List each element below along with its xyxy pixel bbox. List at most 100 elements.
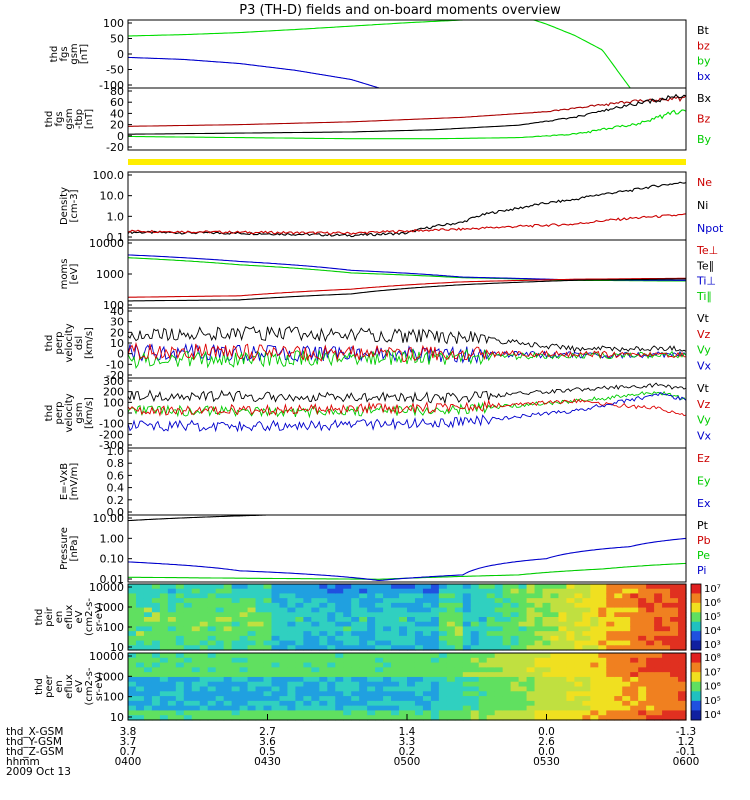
spectrogram-cell [662, 657, 671, 664]
spectrogram-cell [199, 621, 209, 628]
spectrogram-cell [670, 626, 679, 632]
spectrogram-cell [343, 662, 352, 668]
spectrogram-cell [438, 588, 448, 595]
spectrogram-cell [646, 635, 655, 642]
spectrogram-cell [430, 612, 440, 618]
spectrogram-cell [534, 584, 544, 590]
spectrogram-cell [407, 672, 416, 678]
spectrogram-cell [343, 621, 352, 628]
spectrogram-cell [494, 691, 504, 697]
spectrogram-cell [494, 602, 504, 609]
spectrogram-cell [590, 662, 599, 668]
spectrogram-cell [414, 612, 424, 618]
spectrogram-cell [430, 676, 440, 683]
spectrogram-cell [375, 672, 384, 678]
spectrogram-cell [151, 667, 161, 673]
spectrogram-cell [486, 681, 496, 688]
spectrogram-cell [614, 705, 623, 712]
spectrogram-cell [199, 640, 209, 646]
spectrogram-cell [367, 672, 376, 678]
spectrogram-cell [271, 645, 281, 651]
spectrogram-cell [383, 705, 392, 712]
spectrogram-cell [207, 686, 217, 692]
spectrogram-cell [630, 681, 639, 688]
spectrogram-cell [191, 662, 201, 668]
legend-by: by [697, 55, 711, 68]
spectrogram-cell [430, 631, 440, 637]
spectrogram-cell [662, 676, 671, 683]
spectrogram-cell [167, 710, 177, 716]
spectrogram-cell [438, 584, 448, 590]
spectrogram-cell [422, 617, 432, 623]
spectrogram-cell [135, 686, 145, 692]
y-tick-label: 1000 [96, 601, 124, 614]
spectrogram-cell [574, 593, 583, 599]
y-tick-label: 100 [103, 17, 124, 30]
spectrogram-cell [422, 686, 432, 692]
spectrogram-cell [422, 696, 432, 702]
spectrogram-cell [614, 657, 623, 664]
spectrogram-cell [662, 645, 671, 651]
spectrogram-cell [319, 617, 328, 623]
colorbar-label: 10⁶ [704, 682, 721, 693]
spectrogram-cell [207, 598, 217, 604]
spectrogram-cell [223, 676, 233, 683]
spectrogram-cell [367, 635, 376, 642]
spectrogram-cell [128, 626, 137, 632]
spectrogram-cell [223, 621, 233, 628]
spectrogram-cell [654, 686, 663, 692]
spectrogram-cell [391, 653, 400, 659]
spectrogram-cell [414, 696, 424, 702]
spectrogram-cell [159, 705, 169, 712]
spectrogram-cell [670, 700, 679, 707]
spectrogram-cell [414, 602, 424, 609]
spectrogram-cell [335, 631, 344, 637]
spectrogram-cell [199, 593, 209, 599]
spectrogram-cell [422, 691, 432, 697]
spectrogram-cell [542, 662, 552, 668]
spectrogram-cell [518, 621, 528, 628]
spectrogram-cell [630, 584, 639, 590]
spectrogram-cell [183, 657, 193, 664]
spectrogram-cell [470, 602, 480, 609]
spectrogram-cell [271, 715, 281, 721]
spectrogram-cell [446, 667, 456, 673]
spectrogram-cell [311, 635, 320, 642]
spectrogram-cell [646, 705, 655, 712]
spectrogram-cell [223, 598, 233, 604]
spectrogram-cell [183, 681, 193, 688]
spectrogram-cell [678, 617, 687, 623]
spectrogram-cell [175, 676, 185, 683]
spectrogram-cell [343, 593, 352, 599]
spectrogram-cell [151, 657, 161, 664]
spectrogram-cell [582, 631, 591, 637]
spectrogram-cell [518, 705, 528, 712]
spectrogram-cell [391, 626, 400, 632]
spectrogram-cell [223, 593, 233, 599]
spectrogram-cell [207, 662, 217, 668]
spectrogram-cell [295, 617, 304, 623]
spectrogram-cell [422, 626, 432, 632]
spectrogram-cell [399, 584, 408, 590]
spectrogram-cell [430, 645, 440, 651]
spectrogram-cell [199, 691, 209, 697]
series-fgs-gsm-1 [128, 56, 380, 89]
spectrogram-cell [183, 607, 193, 613]
spectrogram-cell [247, 621, 257, 628]
spectrogram-cell [383, 700, 392, 707]
spectrogram-cell [391, 607, 400, 613]
spectrogram-cell [391, 696, 400, 702]
spectrogram-cell [502, 584, 512, 590]
spectrogram-cell [470, 686, 480, 692]
spectrogram-cell [430, 681, 440, 688]
spectrogram-cell [454, 607, 464, 613]
spectrogram-cell [175, 635, 185, 642]
spectrogram-cell [199, 653, 209, 659]
spectrogram-cell [183, 676, 193, 683]
spectrogram-cell [478, 715, 488, 721]
y-axis-label: Pressure [59, 527, 70, 570]
spectrogram-cell [303, 676, 312, 683]
spectrogram-cell [231, 653, 241, 659]
spectrogram-cell [598, 686, 607, 692]
spectrogram-cell [502, 645, 512, 651]
